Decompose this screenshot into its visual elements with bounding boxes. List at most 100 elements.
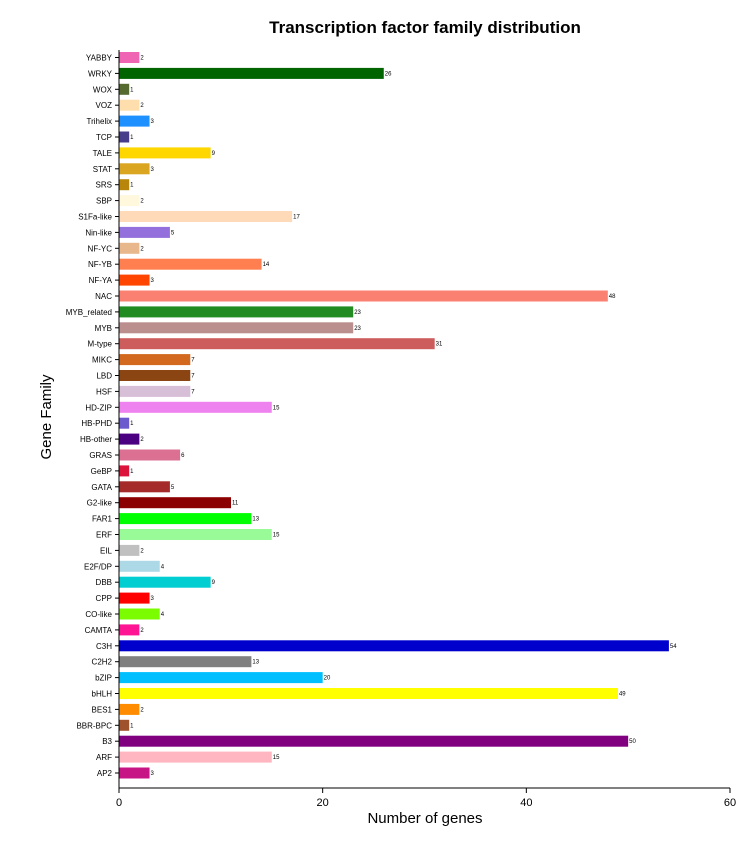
x-axis-label: Number of genes [367, 810, 482, 827]
bar-g2-like [119, 497, 232, 509]
category-label: Trihelix [87, 117, 112, 126]
category-label: MIKC [92, 356, 112, 365]
value-label: 4 [161, 612, 165, 618]
category-label: SRS [96, 181, 112, 190]
value-label: 48 [609, 294, 616, 300]
value-label: 31 [436, 342, 443, 348]
category-label: EIL [100, 546, 113, 555]
category-label: GeBP [91, 467, 112, 476]
value-label: 2 [140, 628, 144, 634]
x-tick-label: 40 [520, 797, 532, 809]
value-label: 3 [151, 167, 155, 173]
category-label: GATA [91, 483, 112, 492]
bar-myb-related [119, 306, 354, 318]
bar-myb [119, 322, 354, 334]
value-label: 5 [171, 230, 175, 236]
bar-nf-yb [119, 258, 262, 270]
value-label: 26 [385, 71, 392, 77]
category-label: BES1 [92, 705, 113, 714]
category-label: NF-YC [88, 244, 113, 253]
value-label: 3 [151, 119, 155, 125]
category-label: ARF [96, 753, 112, 762]
value-label: 9 [212, 580, 216, 586]
value-label: 15 [273, 405, 280, 411]
category-label: LBD [96, 372, 112, 381]
value-label: 2 [140, 56, 144, 62]
bar-bes1 [119, 703, 140, 715]
category-label: WRKY [88, 69, 113, 78]
value-label: 2 [140, 437, 144, 443]
bar-trihelix [119, 115, 150, 127]
category-label: VOZ [96, 101, 113, 110]
y-axis-label: Gene Family [38, 374, 55, 460]
bar-nf-ya [119, 274, 150, 286]
bar-c3h [119, 640, 669, 652]
value-label: 11 [232, 501, 239, 507]
bar-hd-zip [119, 401, 272, 413]
category-label: G2-like [87, 499, 113, 508]
bar-e2f-dp [119, 560, 160, 572]
value-label: 7 [191, 358, 195, 364]
value-label: 3 [151, 771, 155, 777]
bar-dbb [119, 576, 211, 588]
bar-bbr-bpc [119, 719, 130, 731]
bar-wox [119, 83, 130, 95]
value-label: 1 [130, 421, 134, 427]
bar-wrky [119, 67, 384, 79]
bar-nin-like [119, 226, 170, 238]
value-label: 9 [212, 151, 216, 157]
value-label: 14 [263, 262, 270, 268]
value-label: 7 [191, 374, 195, 380]
value-label: 1 [130, 87, 134, 93]
bar-eil [119, 544, 140, 556]
x-axis-ticks: 0 20 40 60 [116, 788, 736, 809]
category-label: HB-other [80, 435, 112, 444]
category-label: E2F/DP [84, 562, 112, 571]
category-label: C2H2 [92, 658, 113, 667]
bar-gebp [119, 465, 130, 477]
bar-mikc [119, 354, 191, 366]
category-label: BBR-BPC [76, 721, 112, 730]
category-label: NF-YB [88, 260, 112, 269]
bar-srs [119, 179, 130, 191]
bar-hb-other [119, 433, 140, 445]
value-label: 20 [324, 676, 331, 682]
category-label: MYB_related [66, 308, 112, 317]
value-label: 3 [151, 278, 155, 284]
bar-tale [119, 147, 211, 159]
bar-bhlh [119, 688, 618, 699]
category-label: MYB [95, 324, 112, 333]
bar-hsf [119, 385, 191, 397]
category-label: FAR1 [92, 515, 113, 524]
value-label: 13 [252, 660, 259, 666]
value-label: 49 [619, 692, 626, 698]
value-label: 15 [273, 533, 280, 539]
bar-gata [119, 481, 170, 493]
bar-bzip [119, 672, 323, 684]
category-label: SBP [96, 197, 112, 206]
category-label: HD-ZIP [85, 403, 112, 412]
category-label: NAC [95, 292, 112, 301]
category-label: B3 [102, 737, 112, 746]
category-label: CO-like [85, 610, 112, 619]
bar-nac [119, 290, 608, 302]
category-label: CAMTA [85, 626, 113, 635]
value-label: 4 [161, 564, 165, 570]
bar-hb-phd [119, 417, 130, 429]
category-label: AP2 [97, 769, 113, 778]
x-tick-label: 0 [116, 797, 122, 809]
bar-arf [119, 751, 272, 763]
value-label: 23 [354, 326, 361, 332]
bar-co-like [119, 608, 160, 620]
value-label: 3 [151, 596, 155, 602]
bar-gras [119, 449, 181, 461]
category-label: TALE [93, 149, 112, 158]
category-label: bZIP [95, 674, 112, 683]
bar-far1 [119, 513, 252, 525]
category-label: GRAS [89, 451, 112, 460]
bar-erf [119, 529, 272, 540]
category-label: bHLH [92, 690, 113, 699]
category-label: NF-YA [89, 276, 113, 285]
